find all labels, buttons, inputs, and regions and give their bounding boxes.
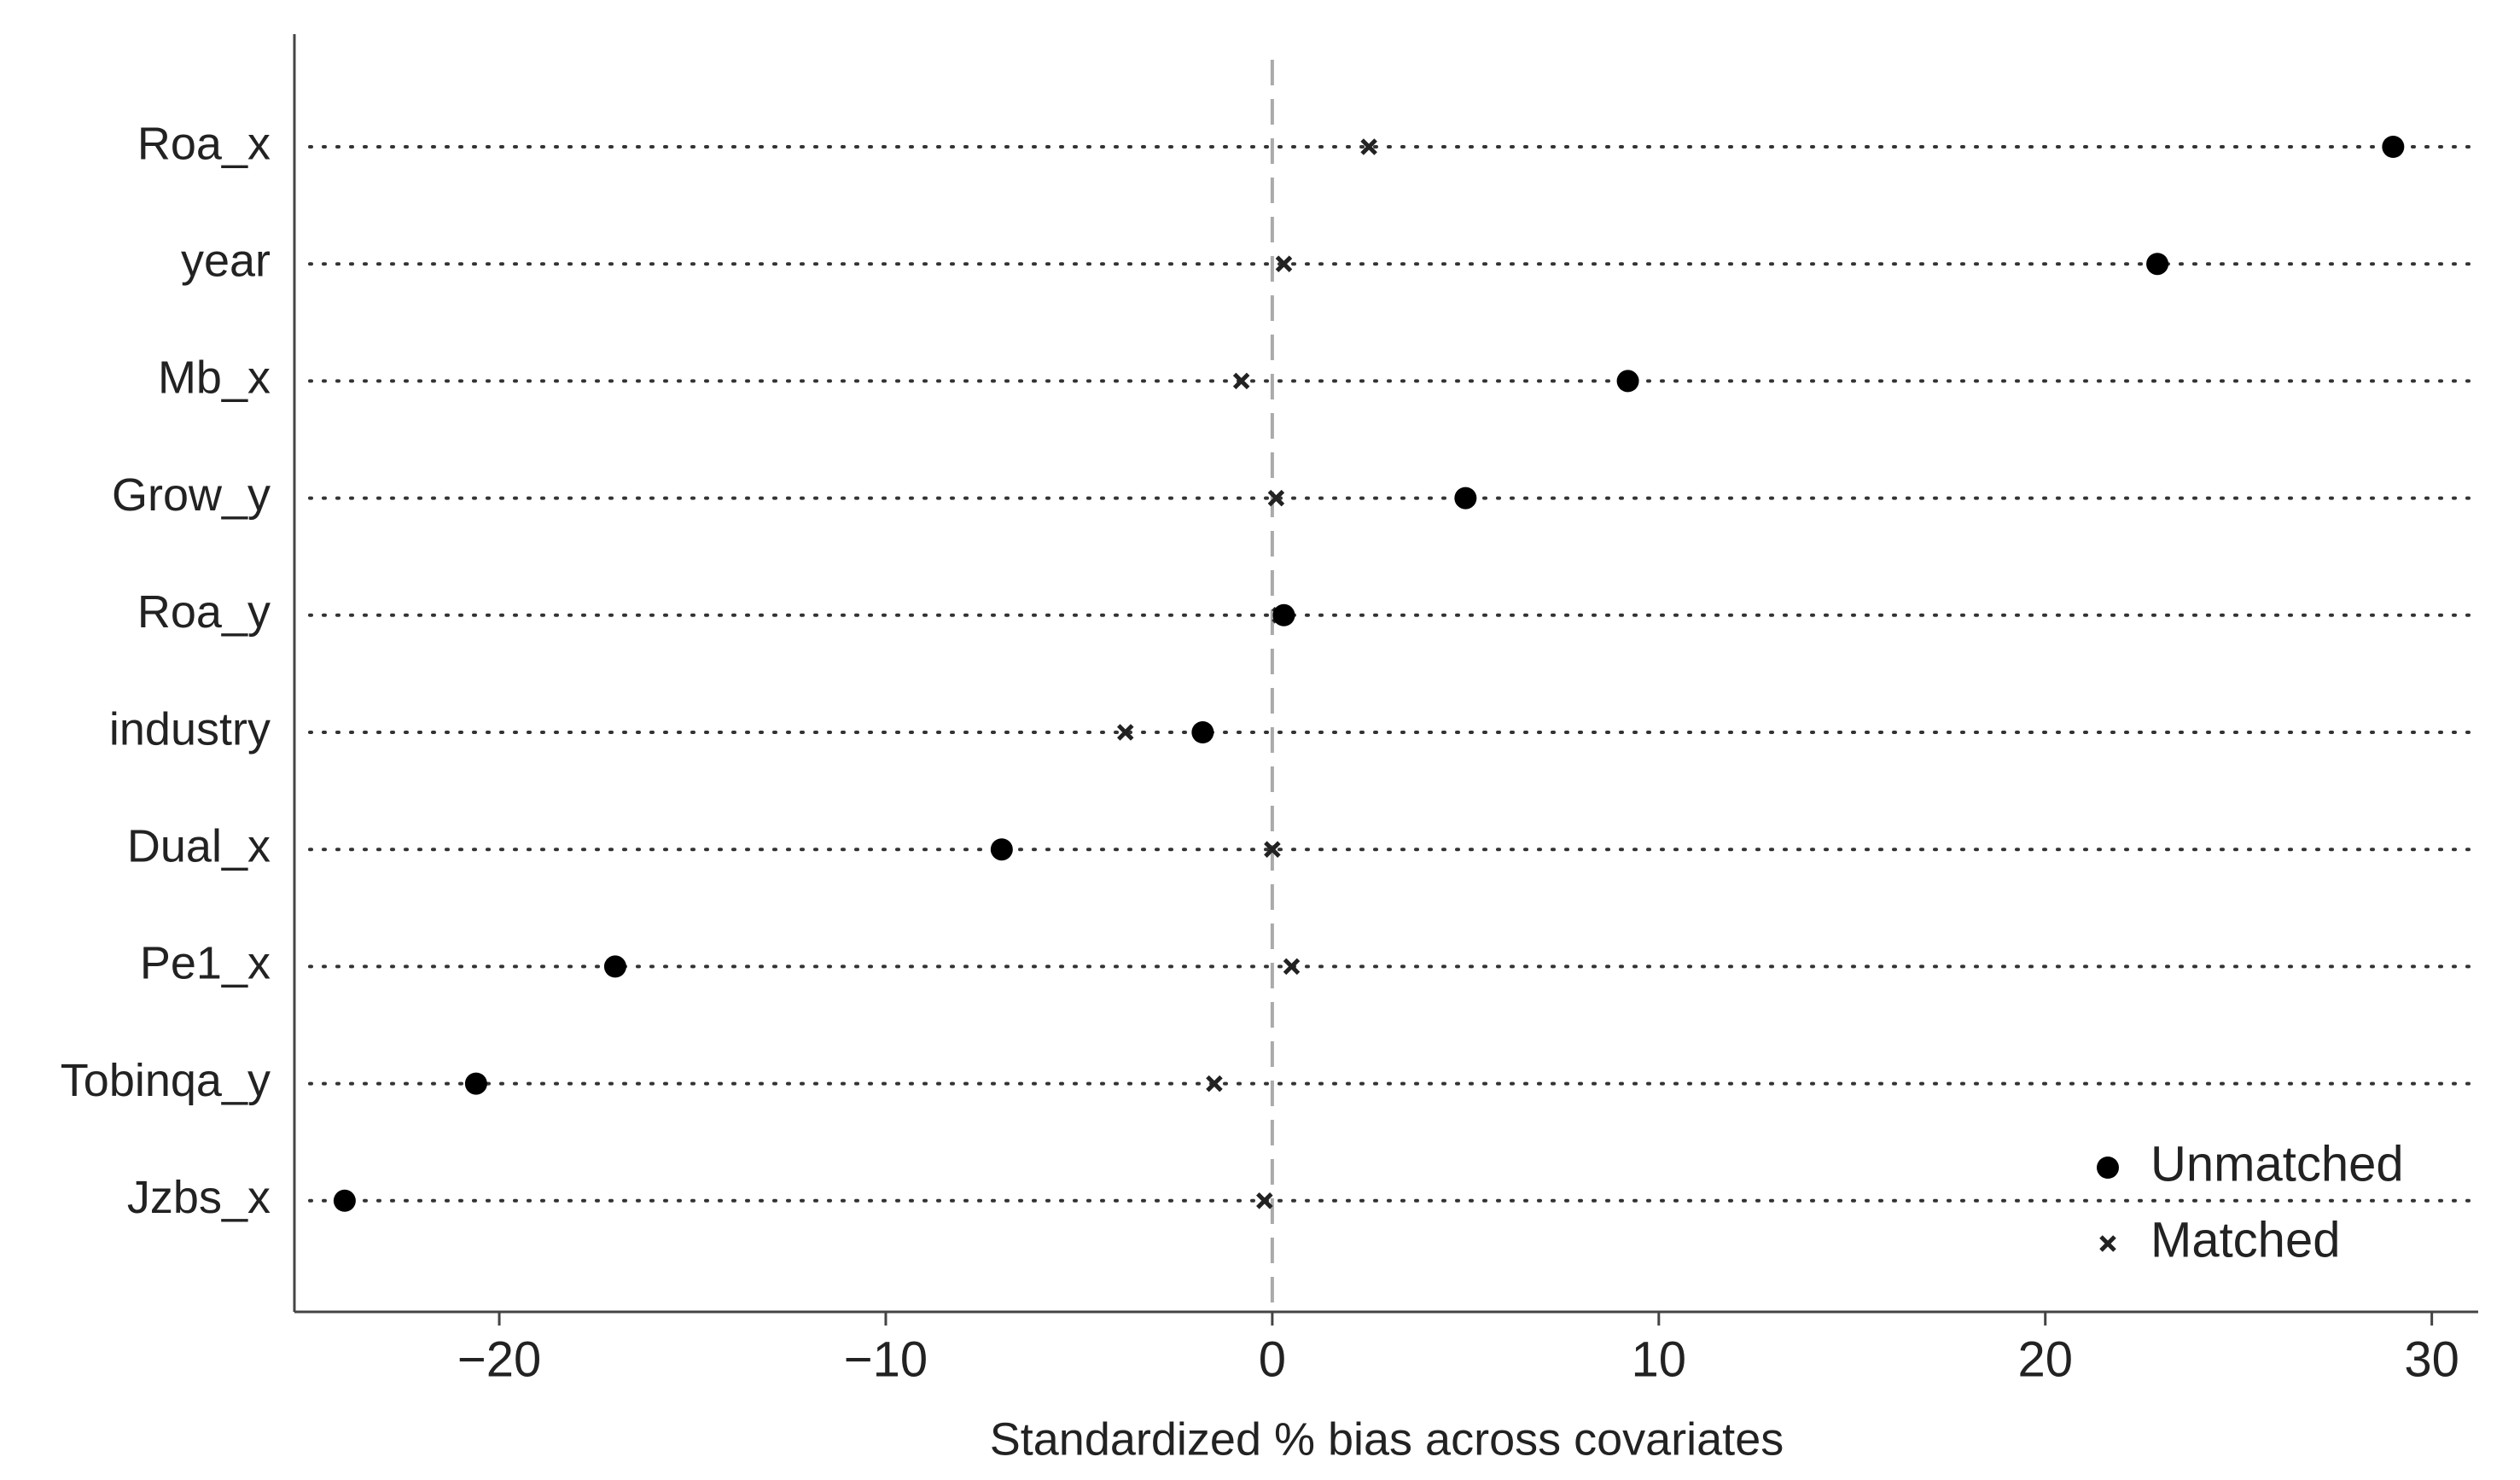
x-tick-label: 20 <box>2017 1331 2073 1387</box>
y-tick-label: Mb_x <box>158 353 271 404</box>
y-tick-label: industry <box>109 703 271 755</box>
data-point <box>1232 372 1250 390</box>
data-point <box>1191 721 1214 743</box>
x-tick-label: −10 <box>844 1331 928 1387</box>
data-point <box>1256 1192 1273 1209</box>
y-tick-label: Roa_y <box>137 586 271 638</box>
x-tick-label: 30 <box>2404 1331 2459 1387</box>
y-tick-label: Pe1_x <box>140 938 271 989</box>
data-point <box>1272 603 1295 626</box>
legend-label: Matched <box>2150 1212 2340 1267</box>
data-point <box>1267 489 1285 507</box>
data-point <box>1264 841 1281 858</box>
legend-marker <box>2097 1157 2119 1179</box>
y-tick-label: Grow_y <box>112 469 271 521</box>
y-tick-label: Roa_x <box>137 118 271 169</box>
data-point <box>1206 1075 1223 1093</box>
data-point <box>603 955 626 978</box>
data-point <box>464 1072 487 1095</box>
legend-marker <box>2099 1235 2116 1252</box>
y-tick-label: Jzbs_x <box>127 1172 271 1223</box>
data-point <box>2146 253 2169 276</box>
x-axis-title: Standardized % bias across covariates <box>990 1413 1784 1465</box>
data-point <box>1454 487 1477 510</box>
data-point <box>1616 370 1639 393</box>
data-point <box>1275 255 1293 272</box>
x-tick-label: 10 <box>1632 1331 1687 1387</box>
legend-label: Unmatched <box>2150 1136 2404 1192</box>
x-tick-label: −20 <box>457 1331 541 1387</box>
x-tick-label: 0 <box>1259 1331 1286 1387</box>
data-point <box>333 1189 356 1212</box>
data-point <box>2382 136 2405 158</box>
y-tick-label: Tobinqa_y <box>61 1055 271 1106</box>
data-point <box>1360 138 1377 155</box>
data-point <box>990 838 1013 861</box>
data-point <box>1117 724 1134 741</box>
data-point <box>1283 958 1301 976</box>
y-tick-label: Dual_x <box>127 820 271 871</box>
y-tick-label: year <box>181 235 271 286</box>
